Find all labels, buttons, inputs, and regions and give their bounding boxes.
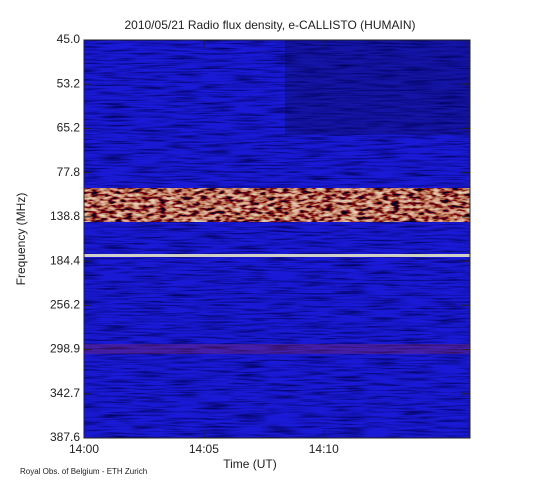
bright-line (84, 254, 470, 257)
y-tick-label: 53.2 (57, 76, 81, 90)
y-tick-label: 45.0 (57, 32, 81, 46)
spectrogram (84, 40, 470, 438)
x-axis-label: Time (UT) (223, 457, 277, 471)
x-tick-label: 14:00 (69, 442, 99, 456)
y-axis-label: Frequency (MHz) (14, 193, 28, 286)
x-tick-label: 14:05 (189, 442, 219, 456)
faint-band (84, 344, 470, 354)
y-tick-label: 138.8 (50, 209, 80, 223)
chart-title: 2010/05/21 Radio flux density, e-CALLIST… (124, 18, 415, 32)
y-tick-label: 65.2 (57, 121, 81, 135)
plot-frame (83, 39, 471, 439)
noise-streaks (84, 40, 470, 438)
bright-band (84, 188, 470, 222)
y-tick-label: 387.6 (50, 430, 80, 444)
y-tick-label: 256.2 (50, 298, 80, 312)
y-tick-label: 184.4 (50, 253, 80, 267)
y-tick-label: 298.9 (50, 342, 80, 356)
x-tick-label: 14:10 (309, 442, 339, 456)
footer: Royal Obs. of Belgium - ETH Zurich (20, 467, 147, 476)
y-tick-label: 77.8 (57, 165, 81, 179)
y-tick-label: 342.7 (50, 386, 80, 400)
